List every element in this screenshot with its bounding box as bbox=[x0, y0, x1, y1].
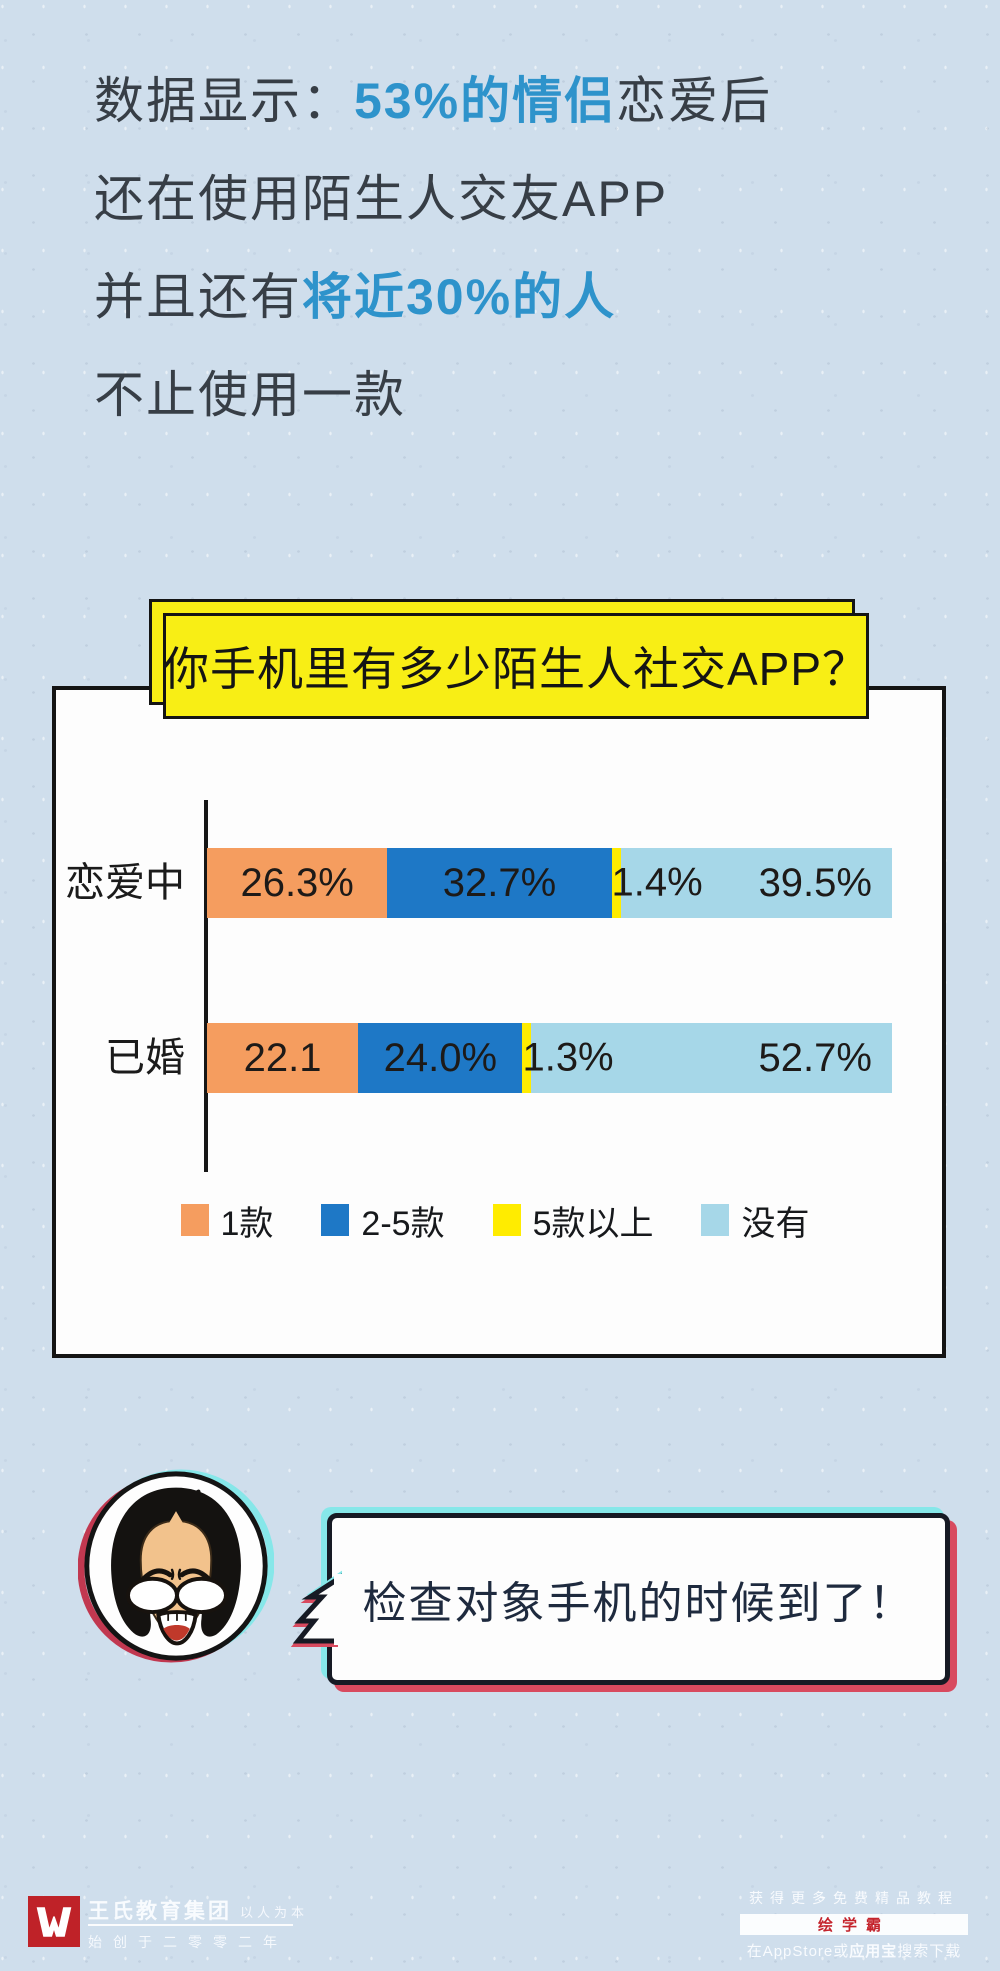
brand-name: 王氏教育集团 bbox=[88, 1900, 232, 1923]
text-segment: 搜索下载 bbox=[897, 1943, 962, 1960]
legend-item: 没有 bbox=[701, 1196, 809, 1245]
footer-divider bbox=[88, 1924, 293, 1926]
brand-logo bbox=[28, 1896, 80, 1947]
legend-swatch bbox=[701, 1204, 730, 1236]
text-segment: 不止使用一款 bbox=[94, 367, 406, 423]
legend-label: 没有 bbox=[741, 1204, 810, 1243]
app-name-bar: 绘学霸 bbox=[740, 1914, 968, 1935]
bar-value-label: 26.3% bbox=[240, 860, 354, 905]
bar-segment: 32.7% bbox=[387, 848, 612, 918]
bar-value-label: 1.3% bbox=[522, 1035, 614, 1080]
bar-segment: 24.0% bbox=[358, 1023, 523, 1093]
bar-value-label: 24.0% bbox=[383, 1035, 498, 1080]
bar-segment: 26.3% bbox=[207, 848, 388, 918]
category-label: 恋爱中 bbox=[65, 861, 185, 905]
speech-bubble-tail-icon bbox=[290, 1570, 342, 1647]
bar-segment: 39.5% bbox=[621, 848, 892, 918]
intro-line: 数据显示： 53%的情侣 恋爱后 bbox=[94, 48, 772, 146]
text-segment: 还在使用陌生人交友APP bbox=[94, 171, 669, 227]
legend-swatch bbox=[321, 1204, 350, 1236]
brand-slogan: 以人为本 bbox=[240, 1905, 309, 1920]
category-label: 已婚 bbox=[105, 1036, 185, 1080]
chart-title: 你手机里有多少陌生人社交APP？ bbox=[162, 643, 870, 695]
bar-row: 已婚 22.1 24.0% 1.3% 52.7% bbox=[105, 1023, 892, 1093]
bar-segment: 1.4% bbox=[611, 848, 703, 918]
w-book-logo-icon bbox=[36, 1907, 72, 1937]
intro-line: 并且还有 将近30%的人 bbox=[94, 244, 772, 342]
chart-axis-line bbox=[204, 800, 208, 1172]
legend-item: 1款 bbox=[180, 1196, 274, 1245]
intro-text: 数据显示： 53%的情侣 恋爱后还在使用陌生人交友APP 并且还有 将近30%的人不止使… bbox=[94, 48, 772, 440]
speech-bubble-text: 检查对象手机的时候到了！ bbox=[362, 1579, 915, 1628]
text-segment: 并且还有 bbox=[94, 269, 302, 325]
mascot-avatar bbox=[78, 1466, 274, 1666]
text-segment: 数据显示： bbox=[94, 73, 354, 129]
legend-label: 2-5款 bbox=[361, 1204, 445, 1243]
app-name: 绘学霸 bbox=[817, 1917, 890, 1934]
bar-value-label: 39.5% bbox=[758, 860, 872, 905]
bar-value-label: 32.7% bbox=[442, 860, 557, 905]
text-segment: 将近30%的人 bbox=[302, 269, 617, 325]
legend-swatch bbox=[492, 1204, 521, 1236]
bar-segment: 1.3% bbox=[522, 1023, 614, 1093]
bar-segment: 22.1 bbox=[207, 1023, 359, 1093]
legend-item: 2-5款 bbox=[321, 1196, 445, 1245]
legend-swatch bbox=[180, 1204, 209, 1236]
footer-app-block: 获得更多免费精品教程 绘学霸 在AppStore或应用宝搜索下载 bbox=[740, 1888, 968, 1961]
text-segment: 应用宝 bbox=[849, 1943, 898, 1960]
app-promo-text: 获得更多免费精品教程 bbox=[749, 1890, 959, 1906]
bar-value-label: 52.7% bbox=[758, 1035, 872, 1080]
intro-line: 不止使用一款 bbox=[94, 342, 772, 440]
bar-row: 恋爱中 26.3% 32.7% 1.4% 39.5% bbox=[65, 848, 892, 918]
text-segment: 恋爱后 bbox=[616, 73, 773, 129]
app-download-text: 在AppStore或应用宝搜索下载 bbox=[740, 1940, 968, 1961]
intro-line: 还在使用陌生人交友APP bbox=[94, 146, 772, 244]
speech-bubble: 检查对象手机的时候到了！ bbox=[327, 1513, 950, 1685]
legend-label: 1款 bbox=[220, 1204, 274, 1243]
mascot-face-icon bbox=[78, 1469, 274, 1663]
chart-title-box: 你手机里有多少陌生人社交APP？ bbox=[163, 613, 869, 719]
legend-item: 5款以上 bbox=[492, 1196, 654, 1245]
text-segment: 在AppStore或 bbox=[746, 1943, 850, 1960]
bar-segment: 52.7% bbox=[531, 1023, 892, 1093]
bar-value-label: 1.4% bbox=[611, 860, 703, 905]
brand-founded-text: 始创于二零零二年 bbox=[88, 1934, 288, 1950]
chart-card bbox=[52, 686, 946, 1358]
text-segment: 53%的情侣 bbox=[354, 73, 617, 129]
legend-label: 5款以上 bbox=[532, 1204, 654, 1243]
chart-legend: 1款 2-5款 5款以上 没有 bbox=[56, 1196, 934, 1244]
bar-value-label: 22.1 bbox=[243, 1035, 322, 1080]
